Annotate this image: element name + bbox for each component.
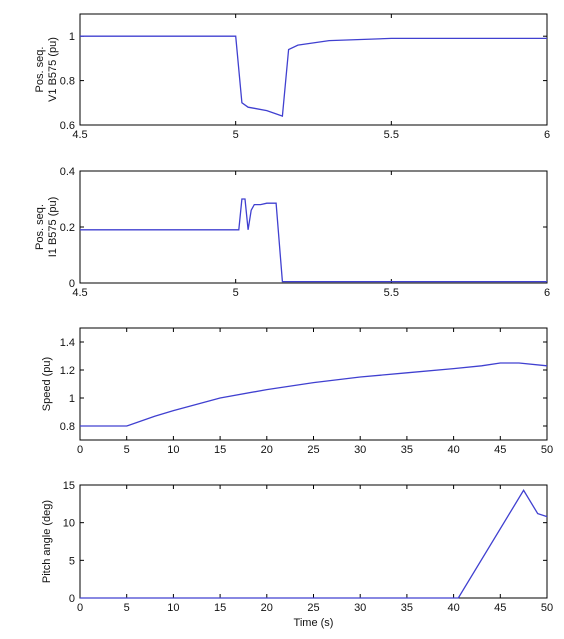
y-axis-label: Speed (pu) (41, 357, 53, 411)
y-tick-label: 0.4 (60, 166, 75, 178)
x-tick-label: 5 (233, 129, 239, 141)
y-axis-label: I1 B575 (pu) (47, 197, 59, 258)
x-tick-label: 5 (124, 602, 130, 614)
x-tick-label: 5 (124, 444, 130, 456)
y-axis-label: V1 B575 (pu) (47, 37, 59, 102)
y-tick-label: 0.8 (60, 421, 75, 433)
x-tick-label: 0 (77, 444, 83, 456)
plot-frame (79, 484, 548, 599)
x-tick-label: 25 (307, 444, 319, 456)
x-tick-label: 45 (494, 602, 506, 614)
x-tick-label: 50 (541, 444, 553, 456)
y-tick-label: 0 (69, 278, 75, 290)
x-tick-label: 20 (261, 602, 273, 614)
y-axis-label: Pitch angle (deg) (41, 500, 53, 583)
x-tick-label: 35 (401, 602, 413, 614)
series-line (80, 489, 548, 599)
x-tick-label: 10 (167, 444, 179, 456)
subplot-pitch-angle: 0 5 10 15 20 25 30 35 40 45 50 0 5 10 15 Pitch angle (d… (41, 480, 553, 629)
x-axis-label: Time (s) (294, 617, 334, 629)
y-axis-label: Pos. seq. (34, 204, 46, 250)
x-tick-label: 40 (447, 602, 459, 614)
x-tick-label: 10 (167, 602, 179, 614)
x-tick-label: 40 (447, 444, 459, 456)
x-tick-label: 4.5 (72, 287, 87, 299)
y-tick-label: 1 (69, 31, 75, 43)
series-line (80, 362, 548, 427)
y-tick-label: 1 (69, 393, 75, 405)
subplot-voltage: 4.5 5 5.5 6 0.6 0.8 1 Pos. seq. V1 B575 (pu) (34, 13, 550, 141)
y-tick-label: 1.2 (60, 365, 75, 377)
y-tick-label: 0.2 (60, 222, 75, 234)
x-tick-label: 6 (544, 129, 550, 141)
y-tick-label: 0 (69, 593, 75, 605)
x-tick-label: 5.5 (384, 129, 399, 141)
subplot-speed: 0 5 10 15 20 25 30 35 40 45 50 0.8 1 1.2 1.4 Speed (pu) (41, 327, 553, 456)
x-tick-label: 5.5 (384, 287, 399, 299)
x-tick-label: 5 (233, 287, 239, 299)
x-tick-label: 25 (307, 602, 319, 614)
x-tick-label: 30 (354, 602, 366, 614)
x-tick-label: 0 (77, 602, 83, 614)
x-tick-label: 50 (541, 602, 553, 614)
plot-frame (79, 327, 548, 441)
x-tick-label: 35 (401, 444, 413, 456)
subplot-current: 4.5 5 5.5 6 0 0.2 0.4 Pos. seq. I1 B575 (pu) (34, 166, 550, 299)
y-tick-label: 10 (63, 518, 75, 530)
y-tick-label: 5 (69, 555, 75, 567)
x-tick-label: 6 (544, 287, 550, 299)
x-tick-label: 4.5 (72, 129, 87, 141)
x-tick-label: 30 (354, 444, 366, 456)
y-tick-label: 0.8 (60, 76, 75, 88)
x-tick-label: 15 (214, 602, 226, 614)
y-tick-label: 15 (63, 480, 75, 492)
x-tick-label: 45 (494, 444, 506, 456)
y-axis-label: Pos. seq. (34, 47, 46, 93)
x-tick-label: 15 (214, 444, 226, 456)
series-line (80, 35, 547, 117)
plot-frame (79, 170, 548, 284)
plot-frame (79, 13, 548, 126)
x-tick-label: 20 (261, 444, 273, 456)
y-tick-label: 0.6 (60, 120, 75, 132)
series-line (80, 198, 547, 283)
y-tick-label: 1.4 (60, 337, 75, 349)
